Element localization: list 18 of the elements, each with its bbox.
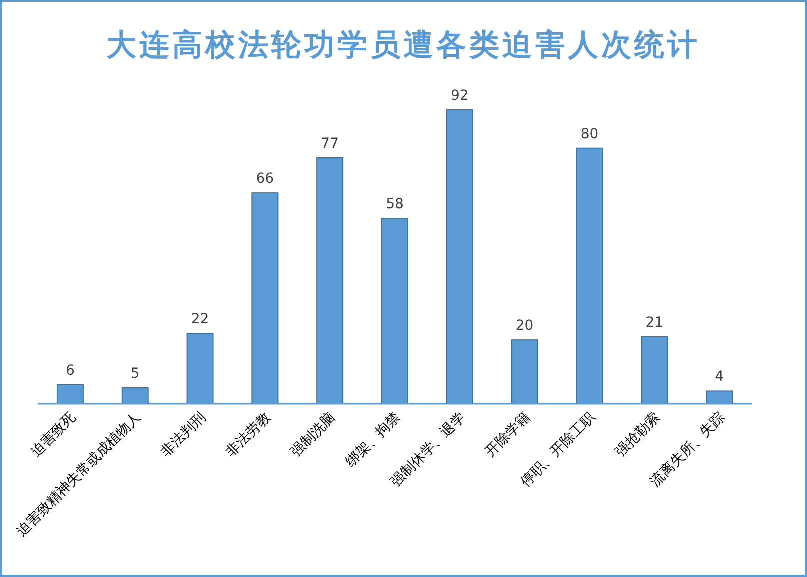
data-label: 58 [386,196,404,213]
data-label: 66 [256,171,274,188]
data-label: 4 [715,369,724,386]
x-tick-label: 强抢勒索 [612,410,664,460]
x-tick-label: 非法判刑 [158,410,210,460]
data-label: 20 [516,318,534,334]
data-label: 80 [580,126,599,142]
data-label: 22 [191,312,210,328]
data-label: 77 [321,136,340,152]
data-label: 21 [646,314,664,331]
data-label: 5 [130,366,140,382]
x-tick-label: 迫害致死 [28,410,80,460]
x-tick-label: 非法劳教 [223,410,274,460]
x-tick-label: 开除学籍 [482,410,534,460]
x-tick-label: 强制洗脑 [288,410,339,460]
chart-title: 大连高校法轮功学员遭各类迫害人次统计 [106,28,700,63]
data-label: 92 [450,88,469,104]
data-label: 6 [66,362,75,379]
